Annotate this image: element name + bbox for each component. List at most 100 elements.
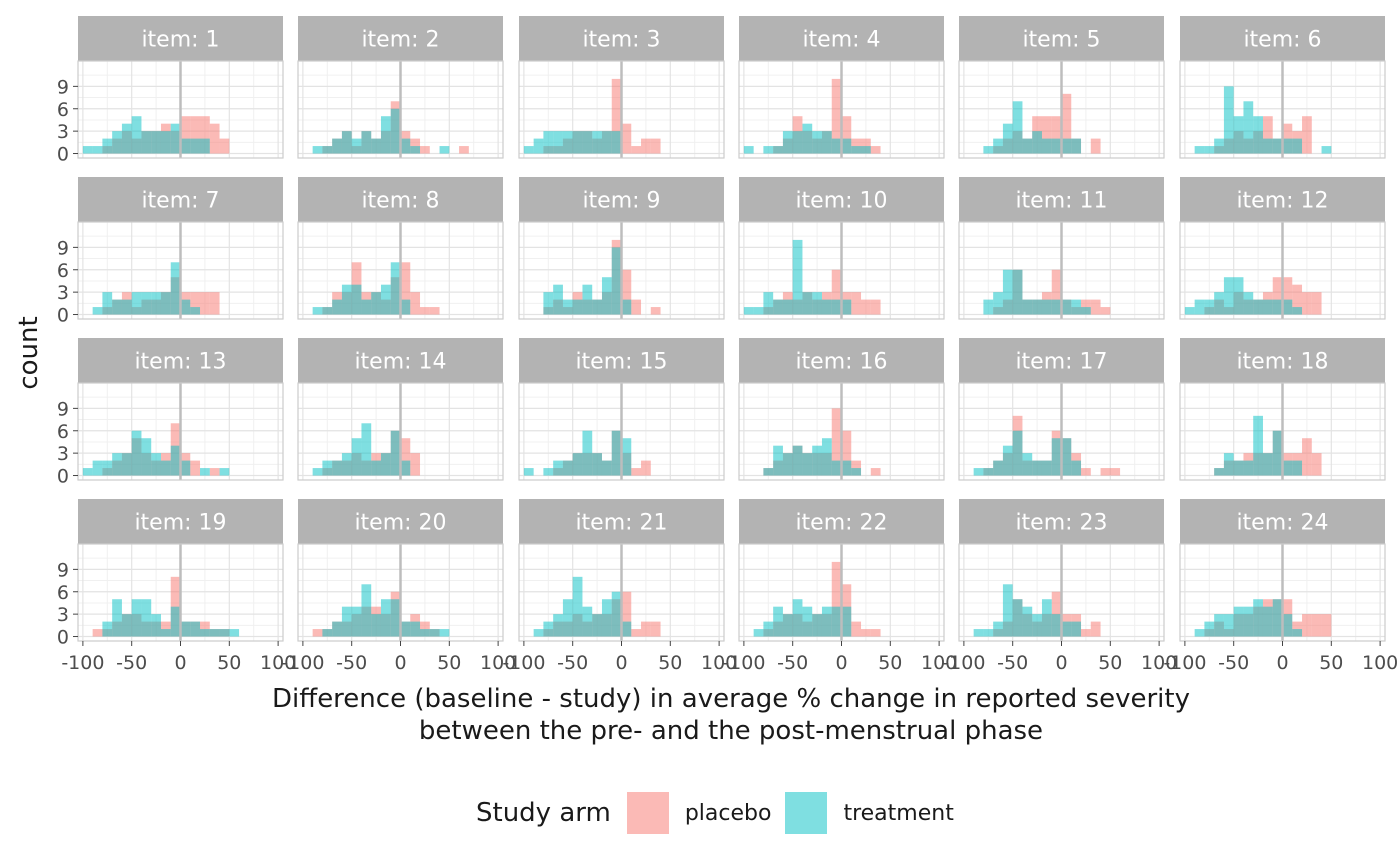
facet-strip [298,16,503,61]
bar-treatment [332,299,342,315]
y-tick-label: 6 [57,260,69,282]
bar-placebo [621,123,632,154]
bar-treatment [180,299,191,315]
x-tick-label: 100 [1141,652,1177,674]
bar-treatment [543,621,554,637]
x-tick-label: 50 [217,652,241,674]
bar-treatment [131,116,142,154]
bar-treatment [361,299,372,315]
bar-treatment [332,138,342,154]
bar-treatment [1282,138,1293,154]
x-tick-label: -50 [557,652,588,674]
bar-treatment [200,629,210,637]
bar-placebo [1061,93,1072,154]
bar-treatment [523,468,534,476]
y-tick-label: 9 [57,398,69,420]
bar-placebo [650,307,661,315]
bar-placebo [650,621,661,637]
bar-treatment [1071,460,1082,476]
bar-treatment [112,131,122,154]
facet-strip [739,338,944,383]
facet-strip [959,338,1164,383]
x-tick-label: 100 [701,652,737,674]
bar-treatment [621,621,632,637]
bar-treatment [1061,299,1072,315]
bar-treatment [1022,606,1033,637]
facet-strip [519,177,724,222]
bar-treatment [1262,299,1273,315]
facet-panel-item-18: item: 18 [1179,338,1386,481]
bar-treatment [1272,299,1283,315]
bar-treatment [112,453,122,476]
bar-treatment [592,453,602,476]
bar-treatment [1233,460,1244,476]
bar-treatment [1253,599,1263,637]
facet-panel-item-21: item: 21 -100 -50 0 50 100 [502,499,737,674]
y-tick-label: 9 [57,237,69,259]
bar-placebo [1302,438,1312,476]
bar-treatment [1041,460,1052,476]
bar-treatment [1051,614,1062,637]
bar-treatment [410,146,421,154]
bar-treatment [993,621,1003,637]
facet-strip [519,338,724,383]
bar-treatment [821,131,832,154]
bar-placebo [219,138,230,154]
bar-placebo [1302,292,1312,315]
bar-treatment [562,131,573,154]
facet-strip [959,499,1164,544]
x-tick-label: 100 [260,652,296,674]
y-tick-label: 0 [57,466,69,488]
bar-placebo [1311,292,1322,315]
bar-treatment [812,445,822,476]
bar-treatment [621,438,632,476]
bar-treatment [753,307,764,315]
bar-treatment [611,247,622,315]
bar-placebo [170,576,181,637]
bar-treatment [361,131,372,154]
x-tick-label: 50 [1319,652,1343,674]
bar-treatment [200,138,210,154]
facet-panel-item-23: item: 23 -100 -50 0 50 100 [942,499,1177,674]
bar-treatment [1194,146,1205,154]
bar-treatment [341,131,352,154]
bar-treatment [983,468,994,476]
y-tick-label: 3 [57,282,69,304]
x-tick-label: 100 [921,652,957,674]
bar-treatment [621,299,632,315]
facet-strip-label: item: 1 [141,28,219,53]
panel-border [958,60,1165,159]
bar-placebo [1282,277,1293,315]
bar-treatment [1272,138,1283,154]
facet-strip-label: item: 20 [354,511,446,536]
bar-treatment [1051,138,1062,154]
bar-treatment [1272,430,1283,476]
facet-strip-label: item: 11 [1015,189,1107,214]
facet-panel-item-15: item: 15 [518,338,725,481]
bar-placebo [180,116,191,154]
bar-treatment [102,138,113,154]
bar-treatment [523,146,534,154]
bar-treatment [1214,292,1224,315]
bar-treatment [601,131,612,154]
x-tick-label: -50 [116,652,147,674]
bar-treatment [582,430,593,476]
facet-strip-label: item: 19 [134,511,226,536]
x-tick-label: 100 [480,652,516,674]
bar-placebo [190,460,201,476]
x-tick-label: -50 [1218,652,1249,674]
bar-treatment [1032,131,1042,154]
bar-placebo [870,299,881,315]
facet-strip [78,499,283,544]
bar-placebo [1302,116,1312,154]
panel-border [738,60,945,159]
bar-treatment [611,430,622,476]
bar-treatment [82,468,93,476]
facet-panel-item-4: item: 4 [738,16,945,159]
bar-treatment [773,445,783,476]
legend-item-placebo: placebo [626,792,771,834]
bar-treatment [812,614,822,637]
bar-treatment [400,138,411,154]
bar-treatment [792,445,803,476]
